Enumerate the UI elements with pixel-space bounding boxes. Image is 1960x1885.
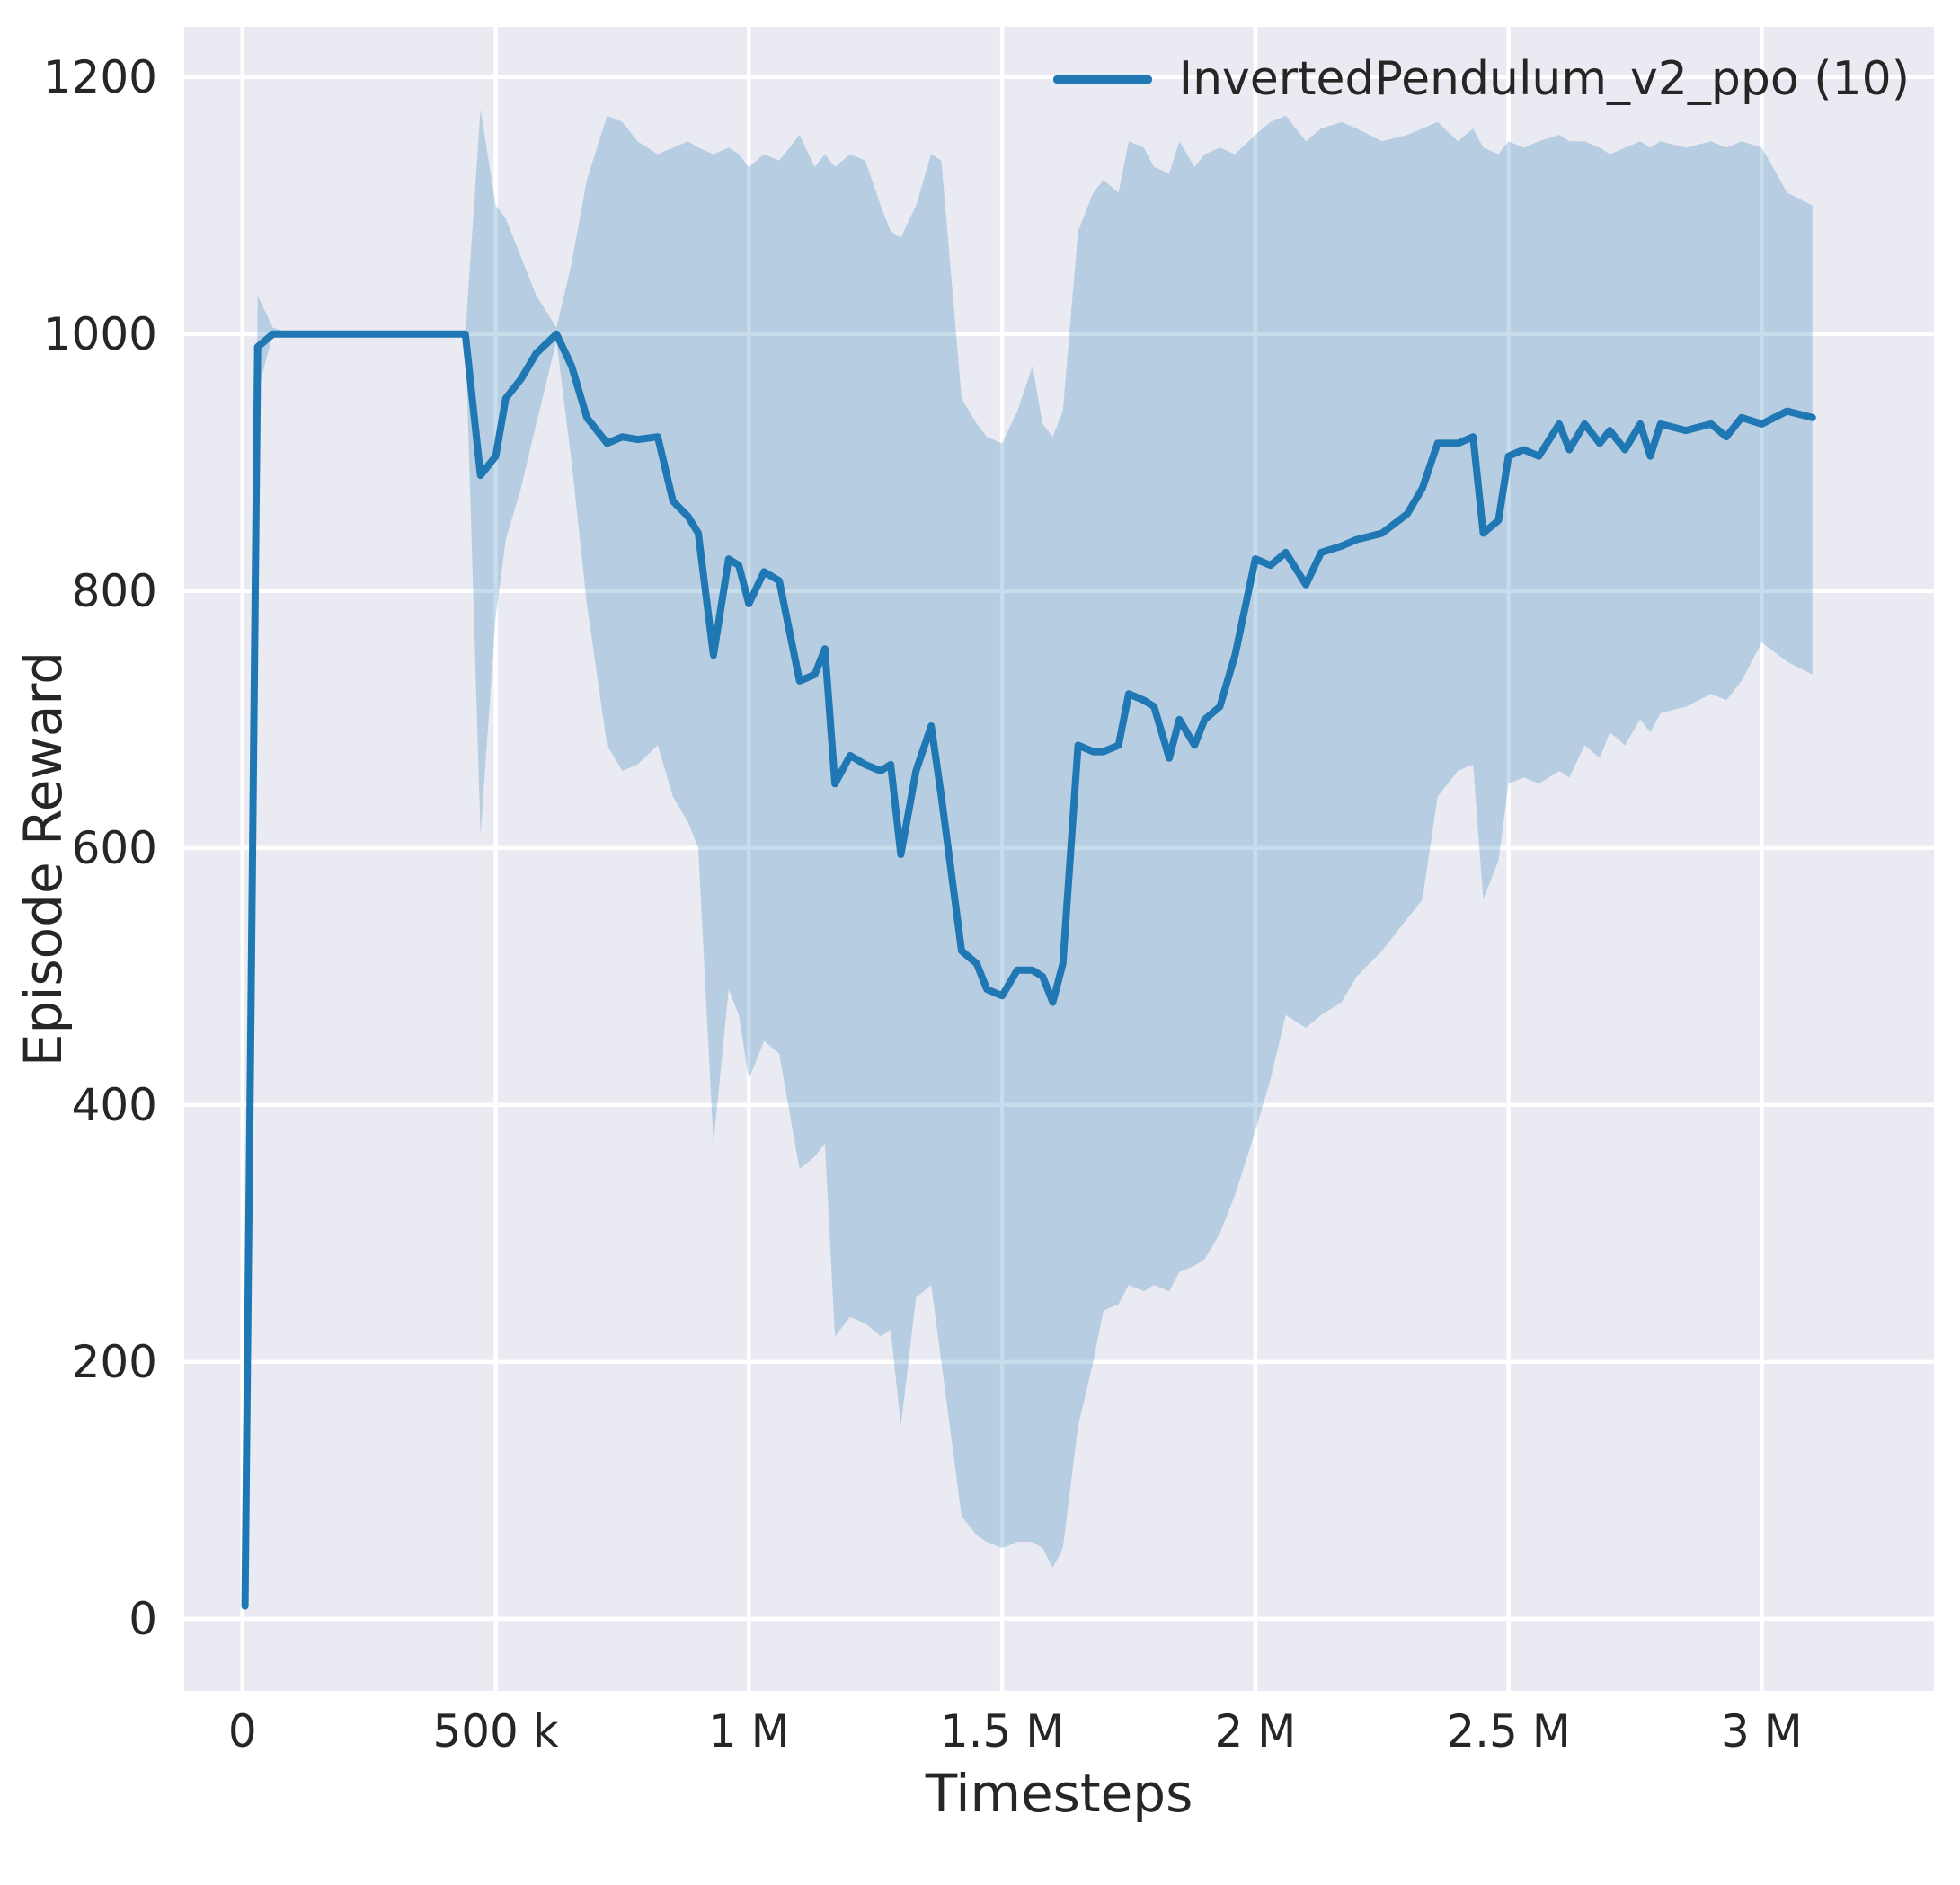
x-tick-label: 1.5 M — [940, 1705, 1065, 1757]
plot-area — [184, 27, 1934, 1691]
mean-line — [241, 330, 1816, 1610]
legend: InvertedPendulum_v2_ppo (10) — [1052, 52, 1910, 106]
y-tick-label: 1000 — [43, 308, 157, 360]
y-tick-label: 800 — [72, 565, 157, 617]
x-tick-label: 3 M — [1721, 1705, 1803, 1757]
y-tick-label: 400 — [72, 1079, 157, 1131]
x-tick-label: 1 M — [708, 1705, 790, 1757]
legend-label: InvertedPendulum_v2_ppo (10) — [1178, 52, 1910, 106]
y-tick-label: 200 — [72, 1336, 157, 1388]
y-tick-label: 0 — [129, 1593, 157, 1645]
y-axis-label: Episode Reward — [13, 650, 74, 1067]
x-axis-label: Timesteps — [925, 1763, 1193, 1824]
x-tick-label: 0 — [228, 1705, 257, 1757]
legend-line-swatch — [1052, 75, 1152, 84]
y-tick-label: 1200 — [43, 51, 157, 103]
x-tick-label: 500 k — [432, 1705, 558, 1757]
x-tick-label: 2 M — [1214, 1705, 1296, 1757]
y-tick-label: 600 — [72, 822, 157, 874]
x-tick-label: 2.5 M — [1446, 1705, 1571, 1757]
